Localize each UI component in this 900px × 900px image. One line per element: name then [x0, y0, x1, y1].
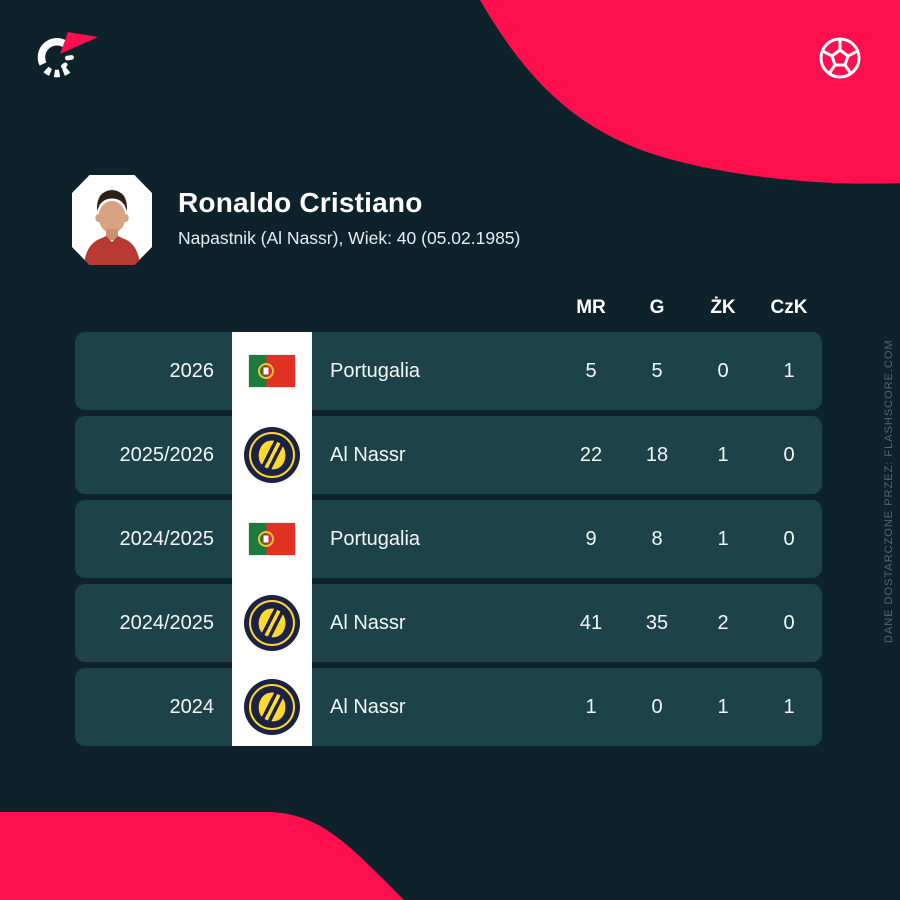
season-label: 2024	[169, 695, 215, 718]
stat-value: 18	[645, 443, 669, 466]
stat-value: 0	[783, 527, 795, 550]
stat-value: 5	[651, 359, 663, 382]
team-name: Portugalia	[330, 359, 421, 382]
table-row: 2025/2026 Al Nassr 22 18 1 0	[75, 416, 822, 494]
season-label: 2024/2025	[119, 527, 214, 550]
table-row: 2026 Portugalia 5 5 0 1	[75, 332, 822, 410]
team-name: Al Nassr	[330, 611, 406, 634]
stat-value: 1	[717, 443, 729, 466]
portugal-flag-icon	[249, 355, 295, 387]
stat-value: 9	[585, 527, 597, 550]
page-title: Ronaldo Cristiano	[178, 187, 423, 218]
stat-value: 35	[645, 611, 669, 634]
stats-rows: 2026 Portugalia 5 5 0 1 2025/2026 Al Nas…	[75, 332, 822, 746]
table-row: 2024/2025 Portugalia 9 8 1 0	[75, 500, 822, 578]
table-header: MR G ŻK CzK	[75, 283, 822, 332]
table-row: 2024 Al Nassr 1 0 1 1	[75, 668, 822, 746]
column-header-mr: MR	[576, 296, 606, 318]
table-row: 2024/2025 Al Nassr 41 35 2 0	[75, 584, 822, 662]
player-portrait-illustration	[84, 190, 140, 265]
stat-value: 2	[717, 611, 729, 634]
stat-value: 1	[585, 695, 597, 718]
player-photo	[72, 175, 152, 265]
stat-value: 1	[783, 695, 795, 718]
stat-value: 1	[717, 695, 729, 718]
al-nassr-badge-icon	[244, 595, 300, 651]
stat-value: 5	[585, 359, 597, 382]
stat-value: 0	[717, 359, 729, 382]
column-header-zk: ŻK	[710, 296, 736, 318]
column-header-czk: CzK	[770, 296, 808, 318]
team-name: Al Nassr	[330, 443, 406, 466]
stat-value: 22	[579, 443, 603, 466]
stats-table: MR G ŻK CzK 2026 Portugalia 5 5 0 1 2025…	[75, 283, 822, 746]
stat-value: 8	[651, 527, 663, 550]
season-label: 2024/2025	[119, 611, 214, 634]
stat-value: 1	[783, 359, 795, 382]
stat-value: 0	[783, 611, 795, 634]
soccer-ball-icon	[819, 37, 861, 79]
player-details: Napastnik (Al Nassr), Wiek: 40 (05.02.19…	[178, 228, 521, 248]
al-nassr-badge-icon	[244, 427, 300, 483]
al-nassr-badge-icon	[244, 679, 300, 735]
pink-corner-bottom-left	[0, 812, 404, 900]
stat-value: 41	[579, 611, 603, 634]
season-label: 2026	[169, 359, 215, 382]
stat-value: 0	[783, 443, 795, 466]
team-name: Al Nassr	[330, 695, 406, 718]
stat-value: 1	[717, 527, 729, 550]
portugal-flag-icon	[249, 523, 295, 555]
watermark-text: DANE DOSTARCZONE PRZEZ: FLASHSCORE.COM	[883, 339, 895, 643]
team-name: Portugalia	[330, 527, 421, 550]
pink-corner-top-right	[480, 0, 900, 184]
column-header-g: G	[649, 296, 665, 318]
stat-value: 0	[651, 695, 663, 718]
season-label: 2025/2026	[119, 443, 214, 466]
flashscore-logo-icon	[37, 32, 98, 78]
